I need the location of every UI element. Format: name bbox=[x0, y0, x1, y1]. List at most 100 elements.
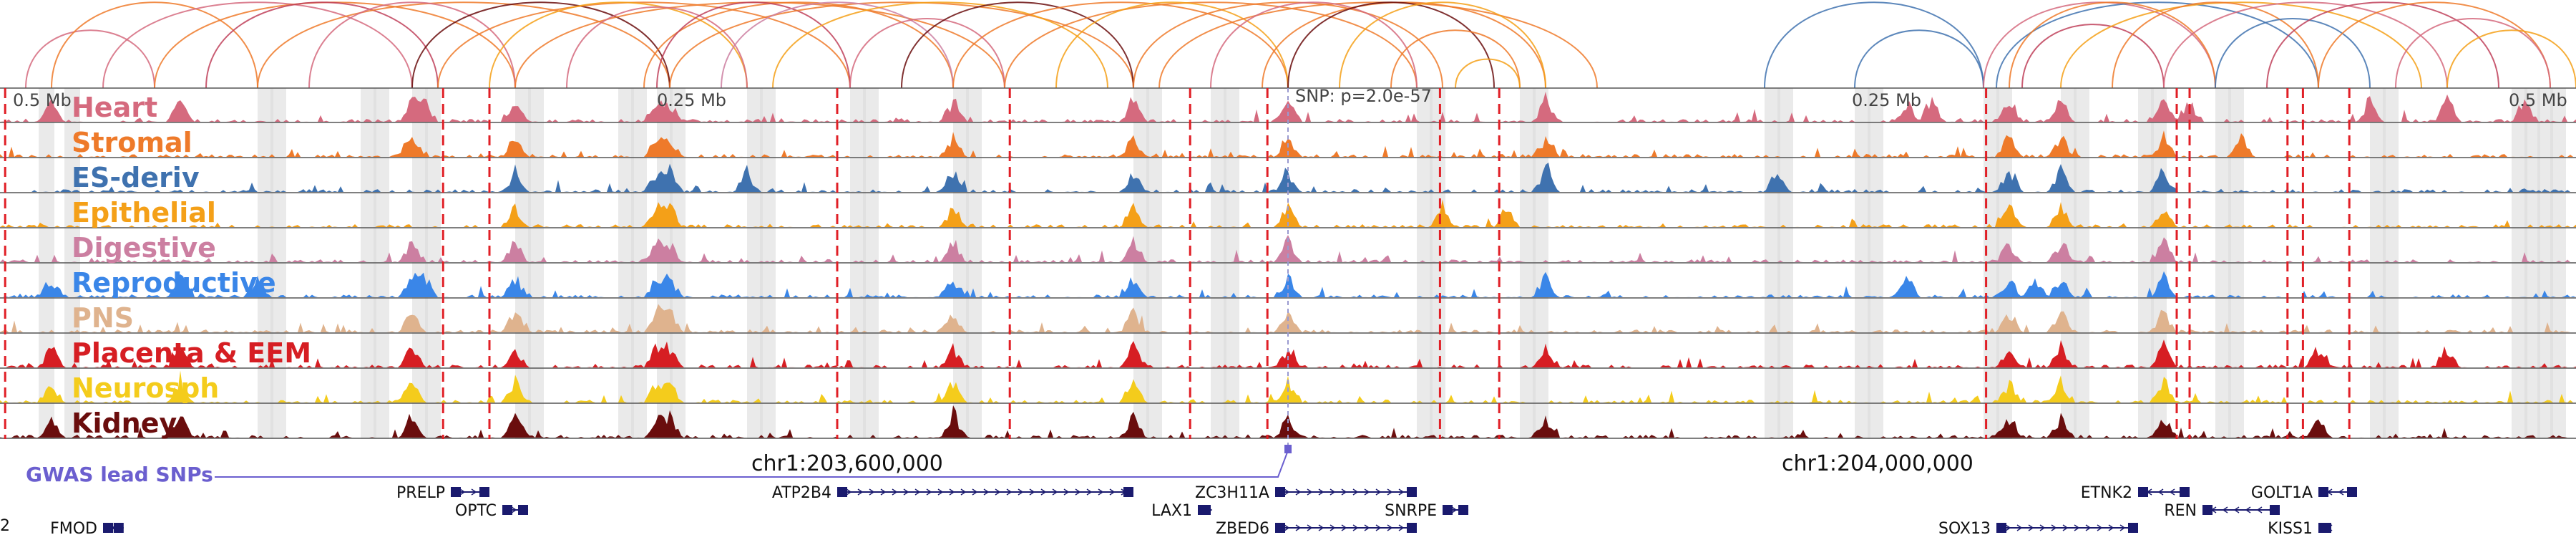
signal-profile bbox=[0, 339, 2576, 367]
gene-exon bbox=[502, 505, 512, 515]
red-dashed-markers bbox=[4, 88, 2351, 450]
strand-arrow bbox=[2256, 506, 2263, 514]
strand-arrow bbox=[1398, 488, 1405, 496]
highlight-band-2 bbox=[258, 88, 273, 439]
track-label: Reproductive bbox=[72, 267, 276, 299]
strand-arrow bbox=[846, 488, 852, 496]
track-label: ES-deriv bbox=[72, 162, 200, 193]
loop-arc-38 bbox=[2163, 1, 2448, 89]
gene-exon bbox=[518, 505, 528, 515]
scale-bar-labels: 0.5 Mb 0.25 Mb SNP: p=2.0e-57 0.25 Mb 0.… bbox=[13, 86, 2567, 110]
highlight-band-26 bbox=[1520, 88, 1536, 439]
strand-arrow bbox=[1387, 524, 1393, 531]
gene-lax1[interactable]: LAX1 bbox=[1151, 502, 1213, 520]
gene-label: SNRPE bbox=[1385, 502, 1437, 520]
gene-zbed6[interactable]: ZBED6 bbox=[1216, 520, 1417, 538]
gene-zc3h11a[interactable]: ZC3H11A bbox=[1195, 484, 1417, 502]
loop-arc-7 bbox=[411, 1, 670, 89]
gene-kiss1[interactable]: KISS1 bbox=[2268, 520, 2333, 538]
highlight-band-3 bbox=[270, 88, 286, 439]
highlight-band-17 bbox=[863, 88, 879, 439]
strand-arrow bbox=[1341, 488, 1347, 496]
strand-arrow bbox=[1075, 488, 1081, 496]
gene-label: LAX1 bbox=[1151, 502, 1192, 520]
strand-arrow bbox=[2157, 488, 2164, 496]
gene-etnk2[interactable]: ETNK2 bbox=[2081, 484, 2190, 502]
strand-arrow bbox=[949, 488, 955, 496]
strand-arrow bbox=[1352, 524, 1359, 531]
gene-exon bbox=[2138, 487, 2148, 497]
strand-arrow bbox=[1295, 524, 1302, 531]
gene-atp2b4[interactable]: ATP2B4 bbox=[772, 484, 1133, 502]
gene-snrpe[interactable]: SNRPE bbox=[1385, 502, 1469, 520]
gene-exon bbox=[2347, 487, 2357, 497]
gene-label: PRELP bbox=[396, 484, 445, 502]
strand-arrow bbox=[1295, 488, 1302, 496]
gene-label: FMOD bbox=[50, 520, 97, 537]
gene-exon bbox=[2180, 487, 2190, 497]
highlight-band-39 bbox=[2228, 88, 2244, 439]
gene-fmod[interactable]: FMOD bbox=[50, 520, 124, 538]
strand-arrow bbox=[869, 488, 875, 496]
highlight-band-41 bbox=[2383, 88, 2399, 439]
highlight-band-45 bbox=[2550, 88, 2566, 439]
loop-arc-31 bbox=[1854, 29, 1984, 89]
snp-track-label: GWAS lead SNPs bbox=[26, 463, 213, 486]
gene-exon bbox=[2318, 487, 2328, 497]
signal-profile bbox=[0, 199, 2576, 227]
loop-arc-24 bbox=[1210, 1, 1418, 89]
loop-arc-36 bbox=[2060, 1, 2422, 89]
highlight-band-42 bbox=[2512, 88, 2527, 439]
gene-ren[interactable]: REN bbox=[2164, 502, 2280, 520]
highlight-band-32 bbox=[1984, 88, 1999, 439]
loop-arc-9 bbox=[489, 1, 748, 89]
strand-arrow bbox=[983, 488, 990, 496]
strand-arrow bbox=[1086, 488, 1093, 496]
loop-arc-21 bbox=[1055, 1, 1289, 89]
track-label: Digestive bbox=[72, 232, 216, 264]
gene-exon bbox=[2128, 523, 2138, 533]
strand-arrow bbox=[2074, 524, 2080, 531]
strand-arrow bbox=[1307, 524, 1313, 531]
gene-label: REN bbox=[2164, 502, 2197, 520]
highlight-band-4 bbox=[361, 88, 376, 439]
highlight-band-31 bbox=[1868, 88, 1883, 439]
highlight-band-1 bbox=[64, 88, 80, 439]
gene-label: ZC3H11A bbox=[1195, 484, 1269, 502]
loop-arc-29 bbox=[1455, 58, 1521, 89]
gene-exon bbox=[1996, 523, 2006, 533]
loop-arc-23 bbox=[1158, 1, 1598, 89]
gene-prelp[interactable]: PRELP bbox=[396, 484, 489, 502]
strand-arrow bbox=[2097, 524, 2103, 531]
snp-connector-line bbox=[215, 450, 1289, 478]
highlight-band-36 bbox=[2138, 88, 2154, 439]
gene-golt1a[interactable]: GOLT1A bbox=[2251, 484, 2357, 502]
gene-optc[interactable]: OPTC bbox=[455, 502, 529, 520]
scale-label-left: 0.5 Mb bbox=[13, 90, 72, 110]
snp-pvalue-label: SNP: p=2.0e-57 bbox=[1295, 86, 1432, 106]
snp-point bbox=[1284, 445, 1292, 453]
loop-arc-35 bbox=[2021, 24, 2165, 89]
strand-arrow bbox=[857, 488, 864, 496]
gene-label: ATP2B4 bbox=[772, 484, 831, 502]
highlight-band-7 bbox=[425, 88, 441, 439]
strand-arrow bbox=[2169, 488, 2175, 496]
loop-arc-22 bbox=[1133, 1, 1443, 89]
gene-sox13[interactable]: SOX13 bbox=[1938, 520, 2138, 538]
loop-arc-26 bbox=[1287, 1, 1495, 89]
strand-arrow bbox=[1398, 524, 1405, 531]
gene-exon bbox=[1275, 523, 1285, 533]
strand-arrow bbox=[1284, 524, 1290, 531]
strand-arrow bbox=[903, 488, 909, 496]
strand-arrow bbox=[2338, 488, 2344, 496]
track-label: PNS bbox=[72, 302, 134, 334]
strand-arrow bbox=[2051, 524, 2057, 531]
strand-arrow bbox=[1018, 488, 1024, 496]
strand-arrow bbox=[1040, 488, 1047, 496]
loop-arc-13 bbox=[656, 1, 851, 89]
strand-arrow bbox=[960, 488, 967, 496]
loop-arc-16 bbox=[772, 1, 1108, 89]
loop-arc-18 bbox=[901, 1, 1134, 89]
